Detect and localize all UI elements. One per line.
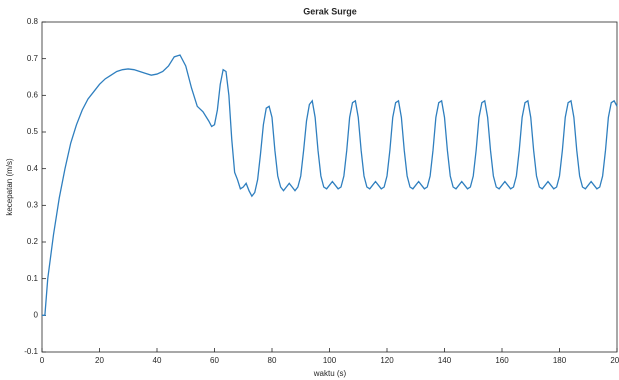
y-tick-label: 0.5 [27, 127, 39, 136]
x-tick-label: 60 [210, 356, 219, 365]
x-tick-label: 20 [95, 356, 104, 365]
y-tick-label: -0.1 [24, 347, 38, 356]
y-tick-label: 0.6 [27, 90, 39, 99]
x-tick-label: 120 [380, 356, 394, 365]
y-tick-label: 0.3 [27, 200, 39, 209]
x-tick-label: 40 [153, 356, 162, 365]
x-axis-label: waktu (s) [313, 369, 347, 378]
y-tick-label: 0.1 [27, 274, 39, 283]
x-tick-label: 80 [268, 356, 277, 365]
x-tick-label: 160 [495, 356, 509, 365]
y-axis-label: kecepatan (m/s) [5, 158, 14, 216]
y-tick-label: 0.4 [27, 164, 39, 173]
x-tick-label: 0 [40, 356, 45, 365]
y-tick-label: 0 [34, 310, 39, 319]
y-tick-label: 0.2 [27, 237, 39, 246]
y-tick-label: 0.8 [27, 17, 39, 26]
chart-title: Gerak Surge [303, 6, 357, 16]
x-tick-label: 100 [323, 356, 337, 365]
x-tick-label: 200 [610, 356, 619, 365]
data-line [42, 54, 618, 316]
x-tick-label: 140 [438, 356, 452, 365]
x-tick-label: 180 [553, 356, 567, 365]
y-tick-label: 0.7 [27, 54, 39, 63]
